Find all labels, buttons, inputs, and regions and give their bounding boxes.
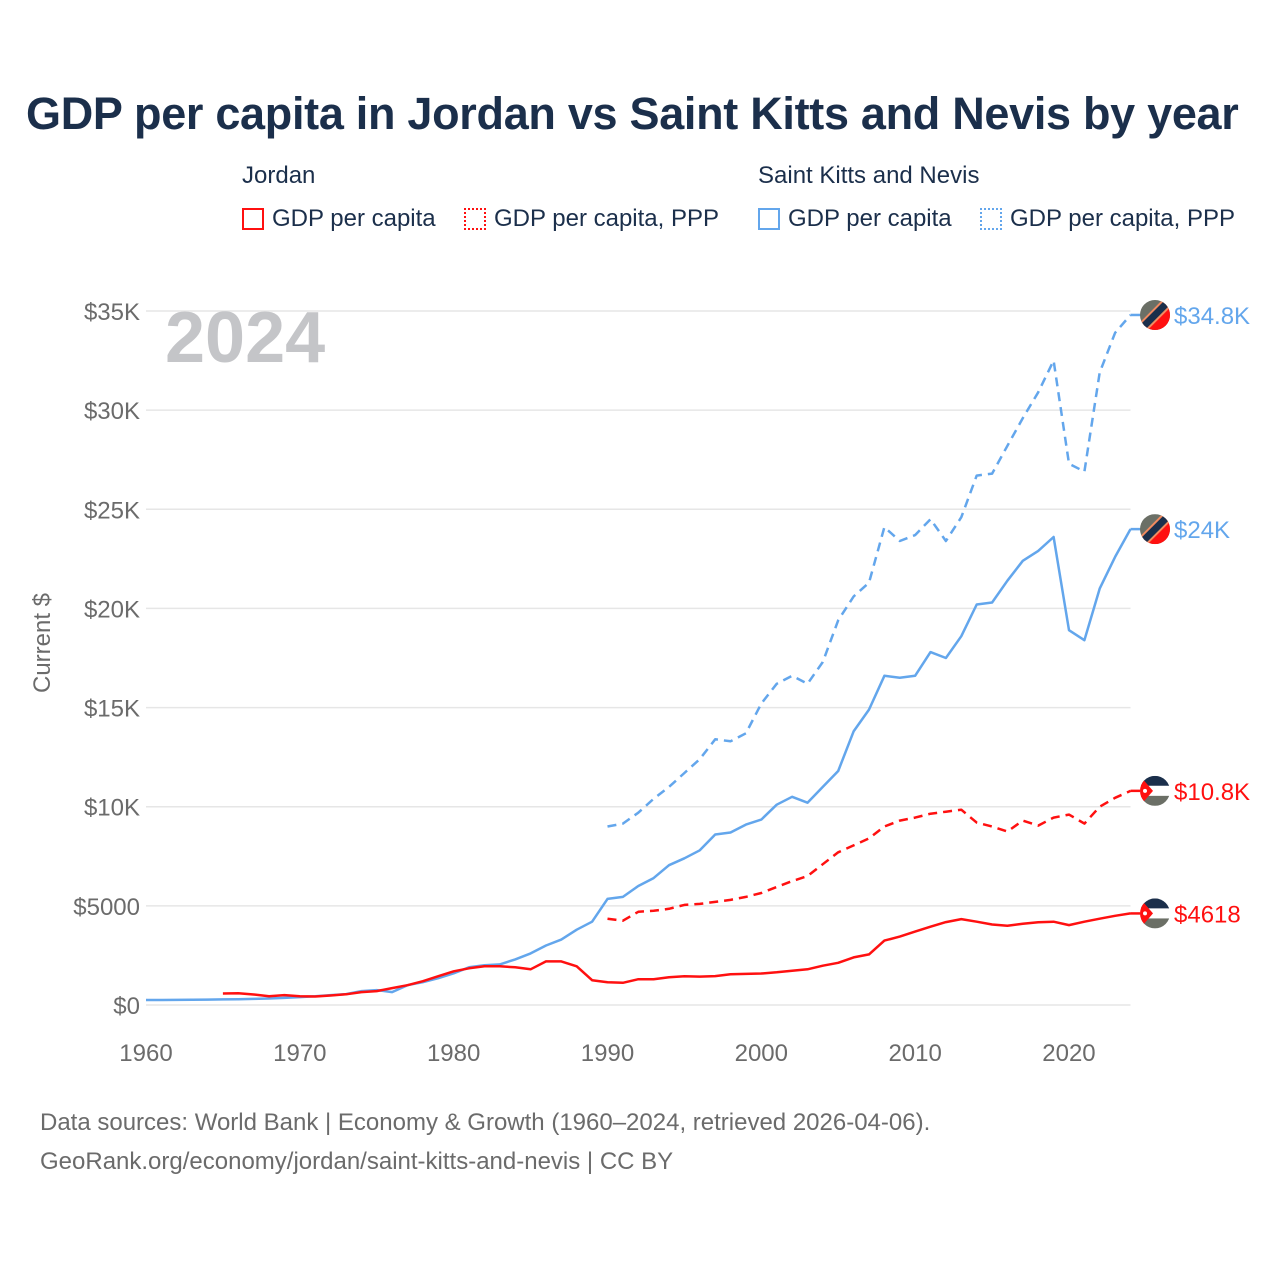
saint-kitts-flag-icon (1140, 514, 1170, 545)
legend-item-skn-ppp[interactable]: GDP per capita, PPP (980, 205, 1235, 233)
legend-item-skn-gdp[interactable]: GDP per capita (758, 205, 952, 233)
legend-country-label: Jordan (242, 162, 316, 189)
y-tick-label: $5000 (73, 894, 140, 921)
y-tick-label: $0 (113, 993, 140, 1020)
legend-item-label: GDP per capita (788, 205, 952, 232)
x-tick-label: 1980 (427, 1040, 480, 1067)
y-tick-label: $35K (84, 299, 140, 326)
legend-swatch-solid-icon (758, 208, 780, 230)
y-tick-label: $20K (84, 596, 140, 623)
x-tick-label: 2000 (735, 1040, 788, 1067)
series-end-value-label: $4618 (1174, 901, 1241, 928)
y-tick-label: $30K (84, 398, 140, 425)
legend-group-jordan: Jordan GDP per capita GDP per capita, PP… (242, 162, 719, 232)
legend-swatch-dotted-icon (980, 208, 1002, 230)
footer-sources: Data sources: World Bank | Economy & Gro… (40, 1109, 931, 1136)
jordan-flag-icon (1140, 898, 1170, 929)
legend-swatch-dotted-icon (464, 208, 486, 230)
year-watermark: 2024 (165, 298, 325, 378)
legend-item-label: GDP per capita (272, 205, 436, 232)
jordan-flag-icon (1140, 775, 1170, 806)
series-end-value-label: $24K (1174, 517, 1230, 544)
y-tick-label: $10K (84, 795, 140, 822)
legend-item-jordan-ppp[interactable]: GDP per capita, PPP (464, 205, 719, 233)
y-tick-label: $15K (84, 696, 140, 723)
series-line (222, 912, 1131, 998)
series-end-value-label: $34.8K (1174, 303, 1250, 330)
legend-country-label: Saint Kitts and Nevis (758, 162, 980, 189)
footer-link[interactable]: GeoRank.org/economy/jordan/saint-kitts-a… (40, 1148, 674, 1175)
y-axis-label: Current $ (29, 593, 56, 693)
series-end-value-label: $10.8K (1174, 779, 1250, 806)
saint-kitts-flag-icon (1140, 299, 1170, 330)
legend-swatch-solid-icon (242, 208, 264, 230)
x-tick-label: 1990 (581, 1040, 634, 1067)
chart-title: GDP per capita in Jordan vs Saint Kitts … (26, 88, 1239, 139)
legend-group-saint-kitts: Saint Kitts and Nevis GDP per capita GDP… (758, 162, 1235, 232)
series-line (146, 528, 1132, 1002)
legend-item-jordan-gdp[interactable]: GDP per capita (242, 205, 436, 233)
legend-item-label: GDP per capita, PPP (1010, 205, 1235, 232)
x-tick-label: 1970 (273, 1040, 326, 1067)
legend-item-label: GDP per capita, PPP (494, 205, 719, 232)
series-line (607, 314, 1132, 828)
series-line (607, 789, 1132, 922)
x-tick-label: 2010 (888, 1040, 941, 1067)
x-tick-label: 1960 (119, 1040, 172, 1067)
y-tick-label: $25K (84, 497, 140, 524)
x-tick-label: 2020 (1042, 1040, 1095, 1067)
